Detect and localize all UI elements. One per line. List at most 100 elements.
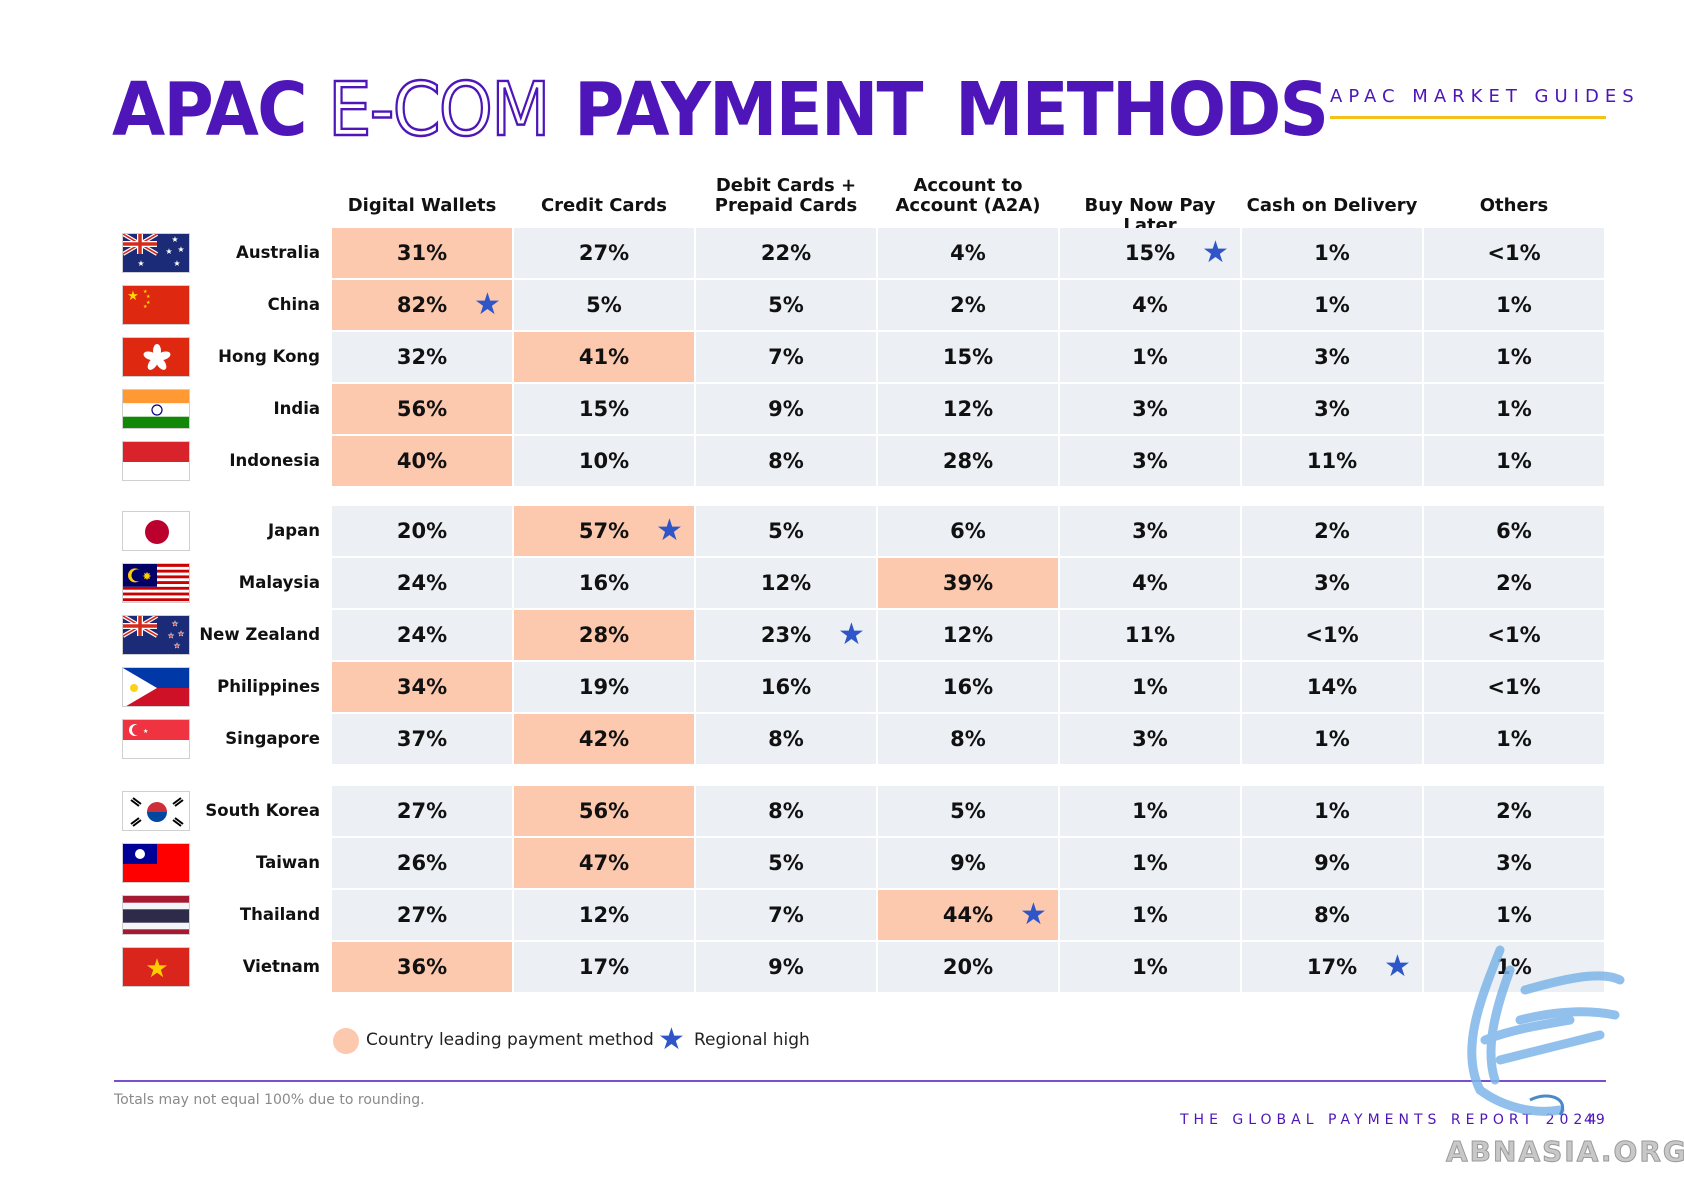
table-cell: 56% bbox=[332, 384, 512, 434]
table-cell: 9% bbox=[878, 838, 1058, 888]
column-header: Account to Account (A2A) bbox=[878, 176, 1058, 216]
table-cell: 3% bbox=[1060, 436, 1240, 486]
svg-text:★: ★ bbox=[143, 304, 148, 310]
table-cell: 27% bbox=[332, 786, 512, 836]
table-cell: 5% bbox=[696, 280, 876, 330]
title-word-2: E-COM bbox=[327, 67, 552, 153]
country-name: China bbox=[267, 295, 320, 314]
table-cell: 3% bbox=[1060, 506, 1240, 556]
table-cell: 17% bbox=[514, 942, 694, 992]
svg-text:★: ★ bbox=[172, 620, 178, 628]
table-cell: 7% bbox=[696, 890, 876, 940]
table-cell: 4% bbox=[878, 228, 1058, 278]
country-name: New Zealand bbox=[199, 625, 320, 644]
lead-legend-swatch bbox=[333, 1028, 359, 1054]
table-cell: 41% bbox=[514, 332, 694, 382]
regional-high-star-icon: ★ bbox=[838, 617, 865, 652]
table-cell: 11% bbox=[1242, 436, 1422, 486]
table-cell: 5% bbox=[696, 506, 876, 556]
lead-legend-label: Country leading payment method bbox=[366, 1030, 654, 1050]
column-header-line-1 bbox=[1242, 176, 1422, 196]
country-name: Australia bbox=[236, 243, 320, 262]
table-cell: 1% bbox=[1242, 786, 1422, 836]
table-cell: 42% bbox=[514, 714, 694, 764]
country-name: Indonesia bbox=[229, 451, 320, 470]
table-cell: 1% bbox=[1424, 332, 1604, 382]
table-cell: 16% bbox=[514, 558, 694, 608]
regional-high-star-icon: ★ bbox=[1202, 235, 1229, 270]
table-cell: 10% bbox=[514, 436, 694, 486]
watermark-text: ABNASIA.ORG bbox=[1446, 1135, 1684, 1169]
svg-text:★: ★ bbox=[178, 630, 184, 638]
flag-th-icon bbox=[122, 895, 190, 935]
svg-text:★: ★ bbox=[127, 289, 139, 304]
table-cell: 6% bbox=[878, 506, 1058, 556]
country-name: Malaysia bbox=[238, 573, 320, 592]
table-cell: 3% bbox=[1242, 384, 1422, 434]
column-header: Debit Cards + Prepaid Cards bbox=[696, 176, 876, 216]
table-cell: 1% bbox=[1242, 280, 1422, 330]
country-name: Singapore bbox=[225, 729, 320, 748]
table-cell: 32% bbox=[332, 332, 512, 382]
flag-hk-icon bbox=[122, 337, 190, 377]
title-word-1: APAC bbox=[112, 67, 308, 153]
table-cell: 1% bbox=[1060, 942, 1240, 992]
report-footer: THE GLOBAL PAYMENTS REPORT 2024 bbox=[1180, 1112, 1602, 1128]
table-cell: 40% bbox=[332, 436, 512, 486]
column-header-line-1: Debit Cards + bbox=[715, 175, 857, 196]
table-cell: 20% bbox=[878, 942, 1058, 992]
table-cell: 39% bbox=[878, 558, 1058, 608]
column-header: Digital Wallets bbox=[332, 176, 512, 216]
table-cell: 15% bbox=[878, 332, 1058, 382]
country-name: Thailand bbox=[239, 905, 320, 924]
table-cell: 4% bbox=[1060, 280, 1240, 330]
table-cell: 17% bbox=[1242, 942, 1422, 992]
svg-text:★: ★ bbox=[145, 954, 168, 984]
table-cell: 24% bbox=[332, 610, 512, 660]
table-cell: 8% bbox=[696, 714, 876, 764]
table-cell: 2% bbox=[1424, 558, 1604, 608]
svg-text:★: ★ bbox=[174, 642, 180, 650]
watermark-bird-icon bbox=[1467, 945, 1625, 1116]
table-cell: 57% bbox=[514, 506, 694, 556]
flag-tw-icon bbox=[122, 843, 190, 883]
svg-text:★: ★ bbox=[146, 300, 151, 306]
table-cell: 82% bbox=[332, 280, 512, 330]
regional-high-star-icon: ★ bbox=[474, 287, 501, 322]
svg-text:★: ★ bbox=[146, 294, 151, 300]
table-cell: 1% bbox=[1060, 838, 1240, 888]
section-label: APAC MARKET GUIDES bbox=[1330, 86, 1640, 107]
country-name: South Korea bbox=[205, 801, 320, 820]
table-cell: 12% bbox=[878, 384, 1058, 434]
table-cell: 14% bbox=[1242, 662, 1422, 712]
table-cell: 2% bbox=[1424, 786, 1604, 836]
footer-rule bbox=[114, 1080, 1606, 1082]
regional-high-star-icon: ★ bbox=[656, 513, 683, 548]
table-cell: 37% bbox=[332, 714, 512, 764]
country-name: Vietnam bbox=[242, 957, 320, 976]
column-header-line-2: Account (A2A) bbox=[895, 195, 1041, 216]
flag-kr-icon bbox=[122, 791, 190, 831]
table-cell: 1% bbox=[1424, 436, 1604, 486]
column-header: Buy Now Pay Later bbox=[1060, 176, 1240, 236]
table-cell: 23% bbox=[696, 610, 876, 660]
table-cell: 8% bbox=[878, 714, 1058, 764]
title-word-4: METHODS bbox=[955, 67, 1329, 153]
table-cell: 4% bbox=[1060, 558, 1240, 608]
table-cell: 1% bbox=[1242, 228, 1422, 278]
table-cell: <1% bbox=[1424, 610, 1604, 660]
flag-nz-icon: ★ ★ ★ ★ bbox=[122, 615, 190, 655]
table-cell: 1% bbox=[1424, 384, 1604, 434]
table-cell: 56% bbox=[514, 786, 694, 836]
table-cell: 26% bbox=[332, 838, 512, 888]
table-cell: 1% bbox=[1424, 890, 1604, 940]
table-cell: 6% bbox=[1424, 506, 1604, 556]
column-header-line-2: Credit Cards bbox=[540, 195, 668, 216]
table-cell: 16% bbox=[696, 662, 876, 712]
table-cell: 1% bbox=[1242, 714, 1422, 764]
column-header-line-2: Digital Wallets bbox=[347, 195, 497, 216]
table-cell: <1% bbox=[1424, 228, 1604, 278]
country-name: Hong Kong bbox=[218, 347, 320, 366]
title-word-3: PAYMENT bbox=[573, 67, 924, 153]
table-cell: 12% bbox=[878, 610, 1058, 660]
